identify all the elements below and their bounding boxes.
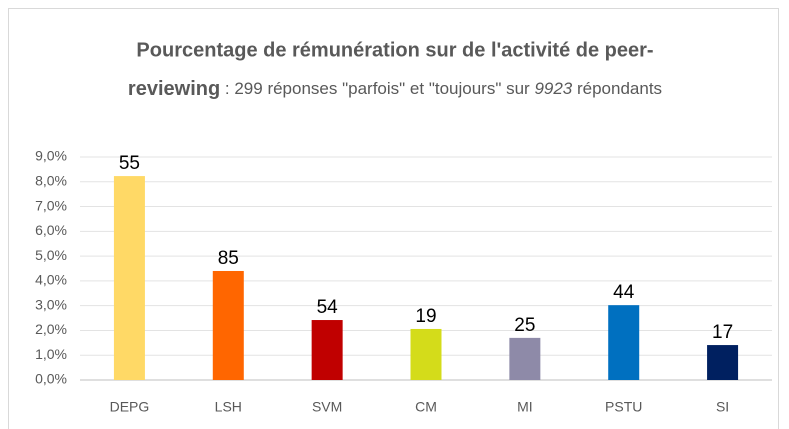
bar — [707, 345, 739, 380]
data-label: 17 — [712, 322, 733, 343]
subtitle-run: 9923 — [534, 79, 572, 98]
data-label: 19 — [415, 306, 436, 327]
x-tick-label: SVM — [312, 399, 342, 415]
x-tick-label: PSTU — [605, 399, 642, 415]
bar — [113, 176, 145, 380]
y-tick-label: 9,0% — [35, 148, 67, 164]
data-label: 44 — [613, 282, 635, 303]
x-tick-label: SI — [716, 399, 729, 415]
subtitle-run: : 299 réponses "parfois" et "toujours" s… — [220, 79, 534, 98]
x-tick-label: CM — [415, 399, 437, 415]
y-tick-label: 4,0% — [35, 272, 67, 288]
y-tick-label: 0,0% — [35, 371, 67, 387]
y-tick-label: 8,0% — [35, 172, 67, 188]
x-tick-label: LSH — [215, 399, 242, 415]
bar — [410, 328, 442, 380]
subtitle-run: répondants — [572, 79, 662, 98]
y-tick-label: 6,0% — [35, 222, 67, 238]
bar — [509, 337, 541, 380]
x-tick-label: DEPG — [110, 399, 150, 415]
data-label: 55 — [119, 153, 140, 174]
chart-subtitle: reviewing : 299 réponses "parfois" et "t… — [128, 78, 662, 100]
title-line: reviewing — [128, 78, 220, 100]
y-tick-label: 3,0% — [35, 296, 67, 312]
bar — [311, 320, 343, 380]
chart-title: Pourcentage de rémunération sur de l'act… — [136, 39, 653, 61]
y-tick-label: 7,0% — [35, 197, 67, 213]
y-tick-label: 5,0% — [35, 247, 67, 263]
data-label: 85 — [218, 248, 239, 269]
y-tick-label: 1,0% — [35, 346, 67, 362]
y-tick-label: 2,0% — [35, 321, 67, 337]
data-label: 54 — [317, 297, 339, 318]
data-label: 25 — [514, 315, 535, 336]
bar — [608, 305, 640, 380]
bar — [212, 270, 244, 380]
x-tick-label: MI — [517, 399, 533, 415]
